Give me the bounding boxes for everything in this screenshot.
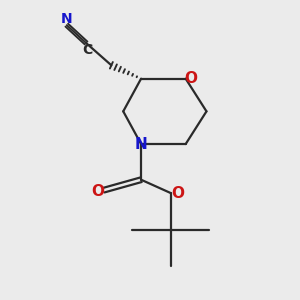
Text: C: C bbox=[82, 43, 93, 56]
Text: O: O bbox=[171, 186, 184, 201]
Text: O: O bbox=[184, 71, 197, 86]
Text: N: N bbox=[61, 12, 73, 26]
Text: N: N bbox=[135, 137, 148, 152]
Text: O: O bbox=[91, 184, 104, 199]
